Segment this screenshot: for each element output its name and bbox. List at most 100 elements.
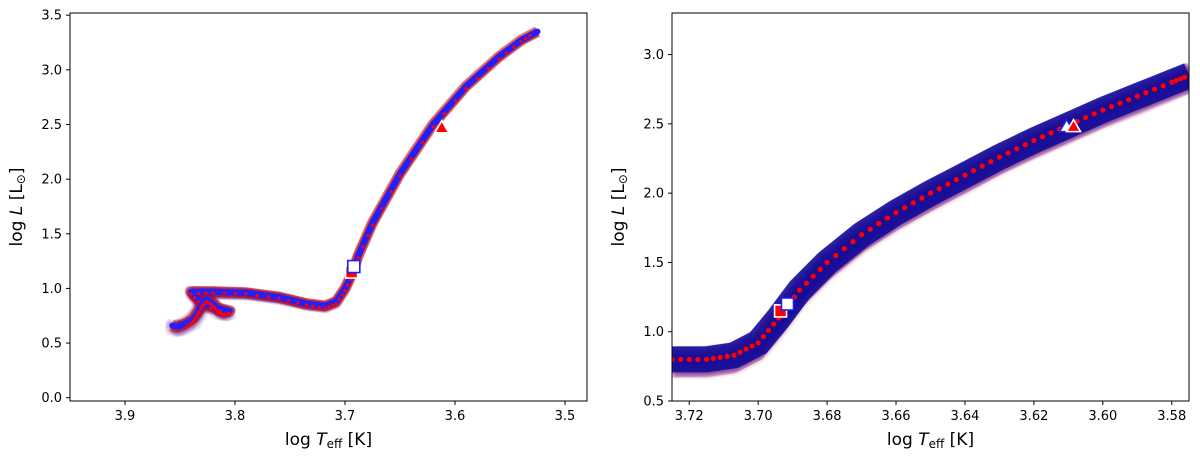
reference-point [334, 302, 338, 306]
reference-point [765, 327, 772, 333]
reference-point [717, 354, 723, 360]
reference-point [420, 140, 425, 145]
reference-point [945, 181, 951, 187]
model-track [672, 83, 1189, 378]
reference-point [1048, 130, 1054, 136]
reference-point [331, 303, 335, 307]
reference-point [389, 189, 393, 194]
reference-point [824, 259, 830, 266]
reference-point [1177, 76, 1183, 82]
reference-point [927, 190, 934, 196]
reference-point [876, 221, 882, 227]
reference-point [211, 304, 215, 308]
reference-point [1126, 97, 1132, 103]
reference-point [512, 45, 516, 49]
model-track [673, 81, 1189, 376]
reference-point [737, 349, 743, 355]
reference-point [817, 266, 823, 272]
x-tick-label: 3.66 [882, 409, 911, 424]
reference-point [996, 154, 1003, 160]
reference-point [686, 356, 692, 363]
x-tick-label: 3.64 [950, 409, 979, 424]
reference-point [186, 323, 190, 328]
square-marker [346, 259, 361, 274]
y-tick-label: 1.5 [643, 256, 664, 271]
reference-point [962, 172, 968, 178]
reference-point [218, 309, 222, 313]
reference-point [189, 292, 193, 296]
y-axis-label: log L [L⊙] [7, 167, 28, 246]
reference-point [850, 239, 856, 245]
reference-point [841, 245, 847, 252]
model-track [673, 80, 1189, 375]
reference-point [1173, 77, 1179, 84]
reference-point [1143, 90, 1149, 96]
reference-point [1134, 93, 1140, 99]
reference-point [970, 168, 977, 174]
reference-point [749, 343, 755, 349]
reference-point [519, 39, 523, 44]
reference-point [356, 256, 360, 260]
x-tick-label: 3.68 [813, 409, 842, 424]
reference-point [1151, 86, 1158, 92]
model-track [674, 82, 1189, 378]
reference-point [380, 206, 384, 210]
triangle-marker [1065, 118, 1082, 133]
reference-point [464, 86, 468, 91]
reference-point [919, 195, 925, 201]
x-tick-label: 3.7 [335, 409, 356, 424]
reference-point [893, 209, 899, 216]
reference-point [311, 304, 315, 308]
model-track [672, 83, 1189, 378]
reference-point [1022, 142, 1028, 148]
reference-point [346, 283, 350, 287]
reference-point [337, 297, 341, 301]
reference-point [760, 333, 766, 340]
reference-point [497, 57, 501, 61]
reference-point [183, 326, 188, 330]
reference-point [867, 226, 873, 232]
reference-point [317, 305, 321, 309]
x-tick-label: 3.6 [445, 409, 466, 424]
model-track [672, 83, 1189, 378]
reference-point [1100, 107, 1106, 113]
reference-point [244, 292, 248, 296]
y-tick-label: 1.0 [41, 282, 62, 297]
reference-point [211, 291, 215, 295]
reference-point [213, 306, 217, 310]
reference-point [910, 200, 916, 206]
reference-point [902, 205, 908, 211]
reference-point [227, 311, 232, 316]
reference-point [204, 291, 208, 295]
reference-point [296, 301, 300, 305]
reference-point [523, 36, 528, 41]
reference-point [366, 233, 370, 238]
reference-point [528, 33, 532, 38]
y-tick-label: 2.0 [41, 173, 62, 188]
reference-point [409, 157, 413, 161]
track-band-core [672, 63, 1189, 373]
plot-area [164, 26, 541, 338]
x-tick-label: 3.62 [1019, 409, 1048, 424]
reference-point [340, 293, 344, 297]
reference-point [198, 307, 203, 312]
model-track [672, 84, 1189, 379]
reference-point [796, 287, 803, 293]
reference-point [1160, 83, 1166, 89]
model-track [674, 85, 1189, 380]
x-axis-label: log Teff [K] [887, 430, 974, 451]
reference-point [442, 112, 446, 116]
reference-point [988, 159, 994, 165]
model-track [672, 81, 1189, 375]
reference-point [731, 352, 737, 358]
y-tick-label: 3.5 [41, 9, 62, 24]
reference-point [1169, 79, 1175, 85]
reference-point [504, 51, 509, 55]
reference-point [953, 177, 959, 183]
reference-point [398, 174, 402, 178]
model-track [672, 84, 1189, 379]
reference-point [710, 355, 716, 361]
reference-point [979, 163, 985, 169]
triangle-marker [433, 119, 451, 134]
reference-point [1091, 111, 1097, 117]
